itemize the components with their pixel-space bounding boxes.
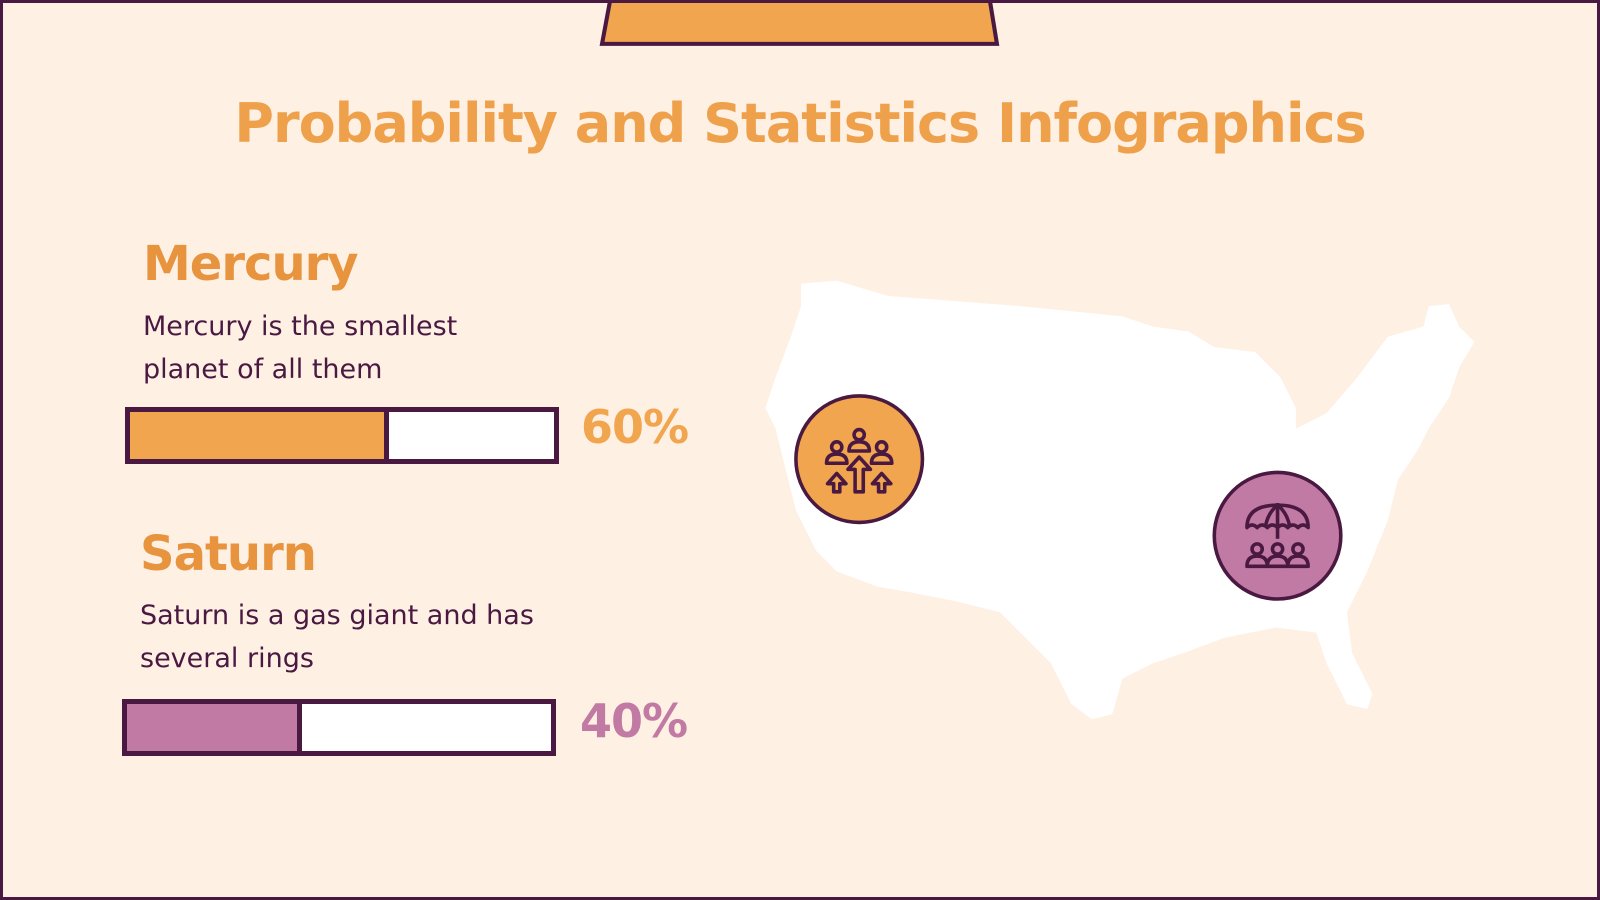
mercury-percent: 60%: [581, 400, 689, 454]
saturn-percent: 40%: [580, 694, 688, 748]
people-growth-icon: [824, 427, 894, 494]
mercury-heading: Mercury: [143, 236, 359, 292]
map-marker-people-growth[interactable]: [794, 394, 925, 525]
saturn-progress-bar: [122, 699, 556, 756]
us-map: [765, 280, 1475, 720]
saturn-progress-fill: [127, 704, 302, 751]
saturn-heading: Saturn: [140, 526, 317, 582]
page-title: Probability and Statistics Infographics: [234, 92, 1366, 155]
map-marker-umbrella[interactable]: [1212, 470, 1343, 601]
mercury-progress-bar: [125, 407, 559, 464]
umbrella-people-icon: [1245, 503, 1310, 569]
mercury-description: Mercury is the smallest planet of all th…: [143, 311, 458, 385]
mercury-progress-fill: [130, 412, 390, 459]
top-tab-decoration: [599, 0, 1000, 46]
saturn-description: Saturn is a gas giant and has several ri…: [140, 600, 534, 674]
